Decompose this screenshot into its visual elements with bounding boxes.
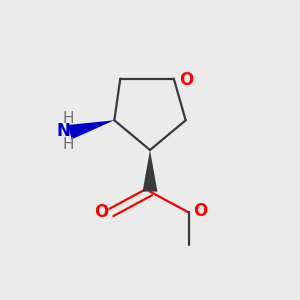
Text: N: N bbox=[57, 122, 71, 140]
Text: H: H bbox=[62, 111, 74, 126]
Text: O: O bbox=[179, 71, 194, 89]
Text: O: O bbox=[194, 202, 208, 220]
Polygon shape bbox=[142, 150, 158, 192]
Polygon shape bbox=[68, 120, 114, 139]
Text: O: O bbox=[94, 203, 108, 221]
Text: H: H bbox=[62, 137, 74, 152]
